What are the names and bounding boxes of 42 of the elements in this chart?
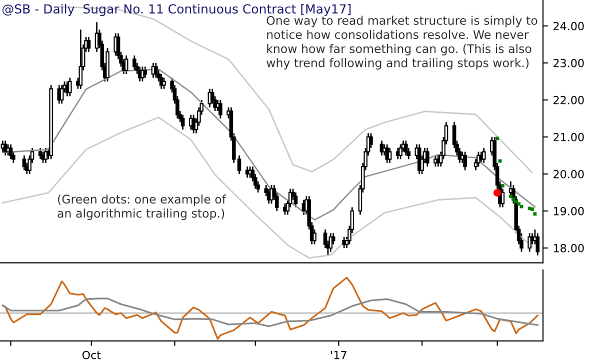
chart-title: @SB - Daily Sugar No. 11 Continuous Contract [May17] bbox=[2, 4, 351, 16]
candlestick bbox=[476, 151, 480, 168]
candlestick bbox=[180, 114, 185, 130]
candlestick bbox=[162, 77, 166, 90]
point bbox=[533, 212, 537, 216]
point bbox=[494, 189, 502, 197]
point bbox=[509, 194, 512, 198]
candlestick bbox=[463, 151, 467, 171]
point bbox=[500, 184, 504, 188]
point bbox=[517, 202, 521, 206]
candlestick bbox=[154, 62, 158, 78]
candlestick bbox=[68, 77, 72, 97]
point bbox=[496, 136, 499, 140]
annotation: (Green dots: one example of an algorithmic trailing stop.) bbox=[58, 194, 226, 220]
candlestick bbox=[388, 147, 392, 164]
point bbox=[530, 207, 534, 211]
candlestick bbox=[78, 28, 83, 90]
candlestick bbox=[482, 147, 486, 164]
y-tick-label: 22.00 bbox=[554, 96, 584, 104]
candlestick bbox=[140, 66, 144, 82]
y-tick-label: 18.00 bbox=[554, 244, 584, 252]
line-series bbox=[2, 116, 533, 259]
candlestick bbox=[60, 84, 64, 104]
candlestick bbox=[8, 144, 13, 160]
x-tick-label: '17 bbox=[331, 350, 346, 360]
annotation: One way to read market structure is simply to notice how consolidations resolve. We never know how far something can go. (This is also why trend following and trailing stops work.) bbox=[266, 16, 538, 70]
candlestick bbox=[132, 54, 136, 72]
point bbox=[512, 197, 516, 201]
candlestick bbox=[536, 232, 540, 256]
candlestick bbox=[294, 192, 298, 208]
candlestick bbox=[143, 66, 148, 78]
y-tick-label: 23.00 bbox=[554, 58, 584, 68]
point bbox=[514, 200, 518, 204]
y-tick-label: 21.00 bbox=[554, 132, 584, 142]
y-tick-label: 20.00 bbox=[554, 170, 584, 178]
y-tick-label: 24.00 bbox=[554, 22, 584, 30]
x-tick-label: Oct bbox=[82, 350, 101, 360]
candlestick bbox=[86, 36, 91, 53]
candlestick bbox=[38, 147, 42, 160]
candlestick bbox=[218, 99, 222, 120]
candlestick bbox=[528, 232, 532, 252]
y-tick-label: 19.00 bbox=[554, 206, 584, 216]
